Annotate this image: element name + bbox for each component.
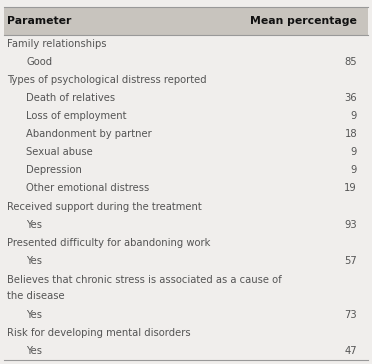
Text: 57: 57: [344, 256, 357, 266]
Text: 36: 36: [344, 93, 357, 103]
Bar: [4, 143, 368, 161]
Bar: [4, 89, 368, 107]
Bar: [4, 53, 368, 71]
Bar: [4, 7, 368, 35]
Text: Risk for developing mental disorders: Risk for developing mental disorders: [7, 328, 191, 338]
Bar: [4, 252, 368, 270]
Text: Types of psychological distress reported: Types of psychological distress reported: [7, 75, 207, 85]
Text: Received support during the treatment: Received support during the treatment: [7, 202, 202, 211]
Text: the disease: the disease: [7, 291, 65, 301]
Text: 47: 47: [344, 346, 357, 356]
Text: Presented difficulty for abandoning work: Presented difficulty for abandoning work: [7, 238, 211, 248]
Bar: [4, 71, 368, 89]
Text: 85: 85: [344, 57, 357, 67]
Text: 9: 9: [351, 147, 357, 157]
Text: Loss of employment: Loss of employment: [26, 111, 126, 121]
Bar: [4, 270, 368, 306]
Bar: [4, 234, 368, 252]
Bar: [4, 306, 368, 324]
Bar: [4, 324, 368, 342]
Text: Mean percentage: Mean percentage: [250, 16, 357, 26]
Bar: [4, 179, 368, 197]
Text: 19: 19: [344, 183, 357, 193]
Text: Yes: Yes: [26, 219, 42, 230]
Text: 9: 9: [351, 165, 357, 175]
Bar: [4, 125, 368, 143]
Text: Death of relatives: Death of relatives: [26, 93, 115, 103]
Text: 18: 18: [344, 129, 357, 139]
Bar: [4, 161, 368, 179]
Bar: [4, 215, 368, 234]
Text: Yes: Yes: [26, 346, 42, 356]
Bar: [4, 197, 368, 215]
Text: Yes: Yes: [26, 310, 42, 320]
Text: Abandonment by partner: Abandonment by partner: [26, 129, 152, 139]
Bar: [4, 342, 368, 360]
Text: 9: 9: [351, 111, 357, 121]
Text: Parameter: Parameter: [7, 16, 72, 26]
Text: 73: 73: [344, 310, 357, 320]
Text: Good: Good: [26, 57, 52, 67]
Bar: [4, 107, 368, 125]
Text: Sexual abuse: Sexual abuse: [26, 147, 93, 157]
Text: Depression: Depression: [26, 165, 82, 175]
Text: Believes that chronic stress is associated as a cause of: Believes that chronic stress is associat…: [7, 275, 282, 285]
Text: Yes: Yes: [26, 256, 42, 266]
Text: 93: 93: [344, 219, 357, 230]
Text: Family relationships: Family relationships: [7, 39, 107, 49]
Bar: [4, 35, 368, 53]
Text: Other emotional distress: Other emotional distress: [26, 183, 149, 193]
